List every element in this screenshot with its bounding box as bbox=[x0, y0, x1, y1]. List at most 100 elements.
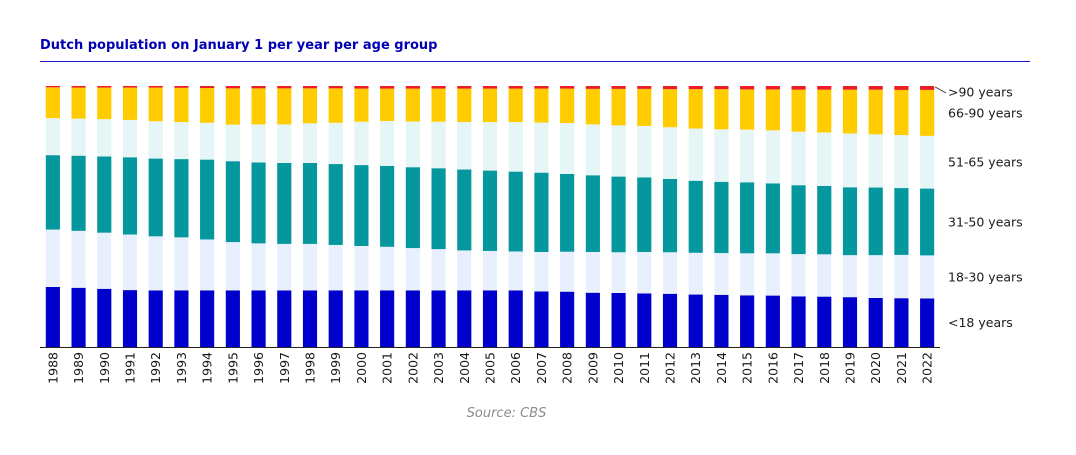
bar-segment-18-30-years-1991 bbox=[122, 234, 138, 291]
bar-segment-18-years-1988 bbox=[45, 286, 60, 347]
bar-segment-18-years-2007 bbox=[534, 291, 549, 347]
legend-label-51-65-years: 51-65 years bbox=[948, 155, 1023, 170]
bar-segment-66-90-years-2015 bbox=[740, 89, 755, 130]
bar-segment-18-years-1991 bbox=[122, 290, 138, 347]
legend-label-90-years: >90 years bbox=[948, 85, 1013, 100]
source-note: Source: CBS bbox=[466, 406, 547, 421]
x-tick-label: 1994 bbox=[200, 352, 215, 384]
bars-layer bbox=[45, 86, 935, 347]
bar-segment-18-30-years-1988 bbox=[45, 229, 60, 287]
bar-segment-66-90-years-2005 bbox=[482, 88, 498, 123]
bar-segment-18-years-2020 bbox=[868, 297, 883, 347]
bar-segment-31-50-years-2013 bbox=[688, 180, 703, 253]
bar-segment-90-years-2018 bbox=[817, 86, 832, 90]
bar-segment-51-65-years-1995 bbox=[225, 124, 240, 162]
bar-segment-66-90-years-2009 bbox=[585, 88, 600, 125]
bar-segment-90-years-1989 bbox=[71, 86, 86, 88]
bar-segment-66-90-years-2004 bbox=[457, 88, 472, 123]
bar-segment-51-65-years-2009 bbox=[585, 124, 600, 176]
x-tick-label: 2021 bbox=[894, 352, 909, 384]
bar-segment-31-50-years-2003 bbox=[431, 168, 446, 250]
bar-segment-51-65-years-2011 bbox=[637, 125, 652, 178]
bar-segment-18-years-2010 bbox=[611, 292, 626, 347]
bar-segment-18-30-years-1995 bbox=[225, 242, 240, 291]
x-tick-label: 2005 bbox=[483, 352, 498, 384]
bar-segment-51-65-years-2008 bbox=[560, 123, 575, 174]
bar-segment-18-years-2019 bbox=[842, 297, 858, 347]
bar-segment-31-50-years-2015 bbox=[740, 182, 755, 254]
bar-segment-66-90-years-2002 bbox=[405, 88, 420, 122]
bar-segment-18-30-years-1990 bbox=[97, 232, 112, 289]
bar-segment-66-90-years-2016 bbox=[765, 89, 780, 131]
bar-segment-18-30-years-2017 bbox=[791, 254, 806, 297]
bar-segment-66-90-years-1994 bbox=[200, 88, 215, 123]
bar-segment-90-years-1990 bbox=[97, 86, 112, 88]
bar-segment-31-50-years-2019 bbox=[842, 187, 858, 256]
bar-segment-31-50-years-1994 bbox=[200, 159, 215, 240]
bar-segment-51-65-years-1994 bbox=[200, 122, 215, 160]
x-tick-label: 1999 bbox=[328, 352, 343, 384]
bar-segment-90-years-1998 bbox=[302, 86, 318, 89]
bar-segment-18-years-1997 bbox=[277, 290, 292, 347]
bar-segment-66-90-years-2021 bbox=[894, 89, 909, 136]
bar-segment-66-90-years-2014 bbox=[714, 89, 729, 130]
bar-segment-66-90-years-2000 bbox=[354, 88, 369, 122]
bar-segment-66-90-years-2006 bbox=[508, 88, 523, 123]
x-tick-label: 1990 bbox=[97, 352, 112, 384]
bar-segment-90-years-2014 bbox=[714, 86, 729, 90]
bar-segment-31-50-years-2006 bbox=[508, 171, 523, 252]
bar-segment-90-years-1995 bbox=[225, 86, 240, 89]
bar-segment-66-90-years-1993 bbox=[174, 87, 189, 123]
bar-segment-51-65-years-2021 bbox=[894, 135, 909, 189]
bar-segment-18-years-2009 bbox=[585, 292, 600, 347]
bar-segment-18-30-years-2005 bbox=[482, 250, 498, 291]
bar-segment-51-65-years-1992 bbox=[148, 121, 163, 159]
bar-segment-66-90-years-1990 bbox=[97, 87, 112, 120]
bar-segment-51-65-years-2001 bbox=[380, 120, 395, 166]
bar-segment-18-years-2008 bbox=[560, 291, 575, 347]
bar-segment-31-50-years-2021 bbox=[894, 188, 909, 255]
x-tick-label: 1996 bbox=[251, 352, 266, 384]
bar-segment-31-50-years-2020 bbox=[868, 187, 883, 256]
bar-segment-18-30-years-2015 bbox=[740, 253, 755, 296]
bar-segment-66-90-years-2003 bbox=[431, 88, 446, 122]
bar-segment-18-30-years-1993 bbox=[174, 237, 189, 291]
bar-segment-66-90-years-2012 bbox=[662, 89, 678, 128]
bar-segment-66-90-years-1995 bbox=[225, 88, 240, 125]
bar-segment-66-90-years-1998 bbox=[302, 88, 318, 124]
title-divider bbox=[40, 61, 1030, 62]
bar-segment-18-30-years-2018 bbox=[817, 254, 832, 297]
x-tick-label: 2017 bbox=[791, 352, 806, 384]
bar-segment-66-90-years-2018 bbox=[817, 89, 832, 133]
bar-segment-31-50-years-2011 bbox=[637, 177, 652, 252]
bar-segment-90-years-2017 bbox=[791, 86, 806, 90]
bar-segment-90-years-1993 bbox=[174, 86, 189, 88]
bar-segment-18-30-years-2016 bbox=[765, 253, 780, 296]
bar-segment-90-years-2011 bbox=[637, 86, 652, 89]
bar-segment-18-years-2018 bbox=[817, 296, 832, 347]
bar-segment-51-65-years-2010 bbox=[611, 125, 626, 177]
bar-segment-66-90-years-2013 bbox=[688, 89, 703, 129]
bar-segment-18-30-years-2013 bbox=[688, 252, 703, 295]
bar-segment-90-years-1996 bbox=[251, 86, 266, 89]
bar-segment-18-years-1989 bbox=[71, 287, 86, 347]
legend-leader-line bbox=[934, 86, 947, 94]
bar-segment-18-years-2022 bbox=[920, 298, 935, 347]
bar-segment-31-50-years-2010 bbox=[611, 176, 626, 253]
bar-segment-51-65-years-2004 bbox=[457, 122, 472, 170]
x-tick-label: 2009 bbox=[585, 352, 600, 384]
bar-segment-18-30-years-2006 bbox=[508, 251, 523, 291]
bar-segment-18-years-2012 bbox=[662, 293, 678, 347]
bar-segment-66-90-years-1999 bbox=[328, 88, 343, 123]
bar-segment-51-65-years-1988 bbox=[45, 118, 60, 156]
bar-segment-90-years-2015 bbox=[740, 86, 755, 90]
x-axis: 1988 1989 1990 1991 1992 1993 1994 1995 1996 1997… bbox=[40, 347, 940, 384]
bar-segment-90-years-2008 bbox=[560, 86, 575, 89]
bar-segment-66-90-years-1991 bbox=[122, 87, 138, 120]
bar-segment-18-30-years-2003 bbox=[431, 249, 446, 291]
bar-segment-51-65-years-2005 bbox=[482, 122, 498, 171]
bar-segment-18-years-2016 bbox=[765, 295, 780, 347]
legend-label-31-50-years: 31-50 years bbox=[948, 214, 1023, 229]
bar-segment-90-years-2020 bbox=[868, 86, 883, 90]
bar-segment-90-years-2005 bbox=[482, 86, 498, 89]
